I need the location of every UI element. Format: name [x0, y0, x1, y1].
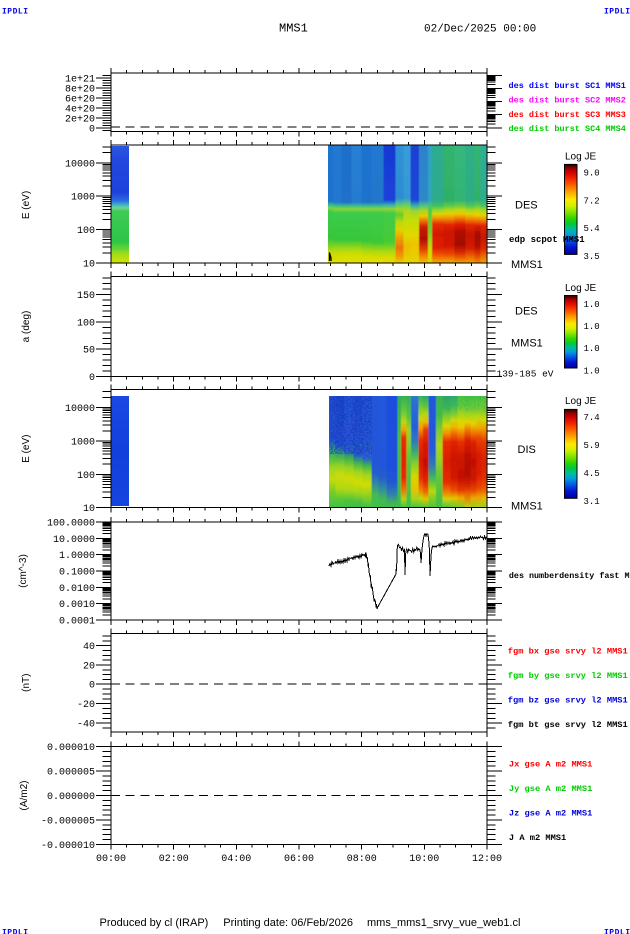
svg-text:5.4: 5.4 — [584, 224, 600, 234]
svg-text:10.0000: 10.0000 — [53, 535, 95, 546]
svg-text:0.0100: 0.0100 — [59, 584, 95, 595]
svg-text:2e+20: 2e+20 — [65, 114, 95, 125]
svg-text:E (eV): E (eV) — [21, 435, 32, 463]
svg-text:3.1: 3.1 — [584, 497, 600, 507]
svg-text:-20: -20 — [77, 700, 95, 711]
svg-text:des dist burst SC3 MMS3: des dist burst SC3 MMS3 — [509, 110, 626, 120]
svg-text:a (deg): a (deg) — [21, 311, 32, 343]
svg-text:0.0001: 0.0001 — [59, 617, 95, 628]
svg-text:7.2: 7.2 — [584, 196, 600, 206]
svg-text:fgm bt gse srvy l2 MMS1: fgm bt gse srvy l2 MMS1 — [508, 720, 628, 730]
svg-text:5.9: 5.9 — [584, 441, 600, 451]
svg-text:fgm bx gse srvy l2 MMS1: fgm bx gse srvy l2 MMS1 — [508, 646, 628, 656]
svg-text:Jy gse A m2 MMS1: Jy gse A m2 MMS1 — [509, 784, 592, 794]
svg-text:10000: 10000 — [65, 404, 95, 415]
svg-text:des dist burst SC1 MMS1: des dist burst SC1 MMS1 — [509, 81, 626, 91]
svg-text:edp scpot MMS1: edp scpot MMS1 — [509, 235, 585, 245]
svg-text:3.5: 3.5 — [584, 252, 600, 262]
svg-text:DES: DES — [515, 306, 538, 318]
svg-text:Log JE: Log JE — [565, 396, 596, 407]
svg-text:0.0010: 0.0010 — [59, 600, 95, 611]
svg-text:-40: -40 — [77, 719, 95, 730]
svg-text:4.5: 4.5 — [584, 469, 600, 479]
svg-text:10: 10 — [83, 260, 95, 271]
svg-text:1e+21: 1e+21 — [65, 75, 95, 86]
svg-text:1.0: 1.0 — [584, 366, 600, 376]
svg-text:Printing date: 06/Feb/2026: Printing date: 06/Feb/2026 — [223, 917, 353, 929]
svg-text:150: 150 — [77, 291, 95, 302]
svg-text:04:00: 04:00 — [221, 854, 251, 865]
svg-text:0: 0 — [89, 681, 95, 692]
svg-text:des numberdensity fast M: des numberdensity fast M — [509, 571, 630, 581]
svg-text:1.0000: 1.0000 — [59, 551, 95, 562]
svg-text:10000: 10000 — [65, 159, 95, 170]
svg-text:06:00: 06:00 — [284, 854, 314, 865]
svg-text:0.000000: 0.000000 — [47, 792, 95, 803]
svg-text:-0.000005: -0.000005 — [41, 816, 95, 827]
svg-text:des dist burst SC4 MMS4: des dist burst SC4 MMS4 — [509, 124, 626, 134]
svg-text:08:00: 08:00 — [347, 854, 377, 865]
svg-text:(nT): (nT) — [21, 674, 32, 692]
svg-text:MMS1: MMS1 — [279, 22, 308, 36]
svg-text:J A m2 MMS1: J A m2 MMS1 — [509, 833, 566, 843]
svg-text:-0.000010: -0.000010 — [41, 841, 95, 852]
svg-text:(cm^-3): (cm^-3) — [18, 554, 29, 588]
svg-text:100: 100 — [77, 471, 95, 482]
svg-text:40: 40 — [83, 642, 95, 653]
svg-text:Jx gse A m2 MMS1: Jx gse A m2 MMS1 — [509, 759, 592, 769]
svg-text:10:00: 10:00 — [409, 854, 439, 865]
svg-text:DIS: DIS — [518, 444, 536, 456]
svg-text:00:00: 00:00 — [96, 854, 126, 865]
svg-text:1.0: 1.0 — [584, 344, 600, 354]
svg-text:MMS1: MMS1 — [511, 338, 543, 350]
svg-text:1.0: 1.0 — [584, 322, 600, 332]
svg-text:IPDLI: IPDLI — [2, 929, 29, 934]
svg-text:mms_mms1_srvy_vue_web1.cl: mms_mms1_srvy_vue_web1.cl — [367, 917, 520, 929]
svg-text:139-185 eV: 139-185 eV — [497, 369, 554, 380]
svg-text:0: 0 — [89, 124, 95, 135]
svg-text:fgm bz gse srvy l2 MMS1: fgm bz gse srvy l2 MMS1 — [508, 696, 628, 706]
svg-text:7.4: 7.4 — [584, 413, 600, 423]
svg-text:8e+20: 8e+20 — [65, 85, 95, 96]
svg-text:4e+20: 4e+20 — [65, 104, 95, 115]
svg-text:6e+20: 6e+20 — [65, 95, 95, 106]
svg-text:100: 100 — [77, 226, 95, 237]
svg-text:1000: 1000 — [71, 437, 95, 448]
svg-text:0.1000: 0.1000 — [59, 568, 95, 579]
svg-text:(A/m2): (A/m2) — [19, 781, 30, 811]
svg-text:02/Dec/2025 00:00: 02/Dec/2025 00:00 — [424, 24, 536, 36]
svg-text:DES: DES — [515, 200, 538, 212]
svg-text:MMS1: MMS1 — [511, 259, 543, 271]
svg-text:Jz gse A m2 MMS1: Jz gse A m2 MMS1 — [509, 808, 592, 818]
svg-text:IPDLI: IPDLI — [604, 8, 630, 17]
svg-text:Log JE: Log JE — [565, 152, 596, 163]
svg-text:MMS1: MMS1 — [511, 501, 543, 513]
svg-text:Produced by cl (IRAP): Produced by cl (IRAP) — [100, 917, 209, 929]
svg-text:20: 20 — [83, 661, 95, 672]
svg-text:Log JE: Log JE — [565, 283, 596, 294]
svg-text:0.000010: 0.000010 — [47, 743, 95, 754]
svg-text:fgm by gse srvy l2 MMS1: fgm by gse srvy l2 MMS1 — [508, 671, 628, 681]
svg-text:1000: 1000 — [71, 193, 95, 204]
svg-text:12:00: 12:00 — [472, 854, 502, 865]
svg-text:E (eV): E (eV) — [21, 191, 32, 219]
svg-text:0: 0 — [89, 373, 95, 384]
svg-text:100: 100 — [77, 318, 95, 329]
svg-text:des dist burst SC2 MMS2: des dist burst SC2 MMS2 — [509, 95, 626, 105]
svg-text:0.000005: 0.000005 — [47, 768, 95, 779]
svg-text:1.0: 1.0 — [584, 300, 600, 310]
svg-text:9.0: 9.0 — [584, 169, 600, 179]
svg-text:10: 10 — [83, 504, 95, 515]
svg-text:02:00: 02:00 — [159, 854, 189, 865]
svg-text:IPDLI: IPDLI — [604, 929, 630, 934]
svg-text:50: 50 — [83, 346, 95, 357]
svg-text:100.0000: 100.0000 — [47, 519, 95, 530]
svg-text:IPDLI: IPDLI — [2, 8, 29, 17]
